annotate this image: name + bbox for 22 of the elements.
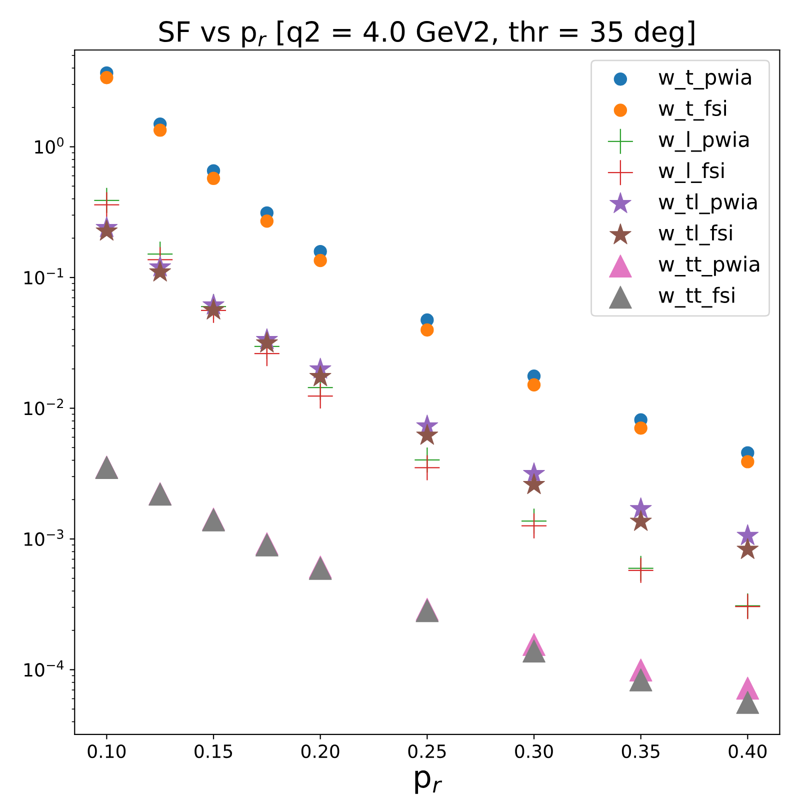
x-tick-label: 0.15 [194, 744, 232, 758]
y-tick-label: 10$^{−4}$ [24, 660, 64, 677]
x-tick-label: 0.25 [408, 744, 446, 758]
x-axis-title: p$_{r}$ [415, 770, 442, 794]
legend-label: w_l_fsi [658, 162, 724, 183]
y-tick-label: 10$^{0}$ [35, 137, 64, 154]
legend-label: w_tl_pwia [658, 193, 757, 214]
x-tick-label: 0.10 [88, 744, 126, 758]
y-tick-label: 10$^{−3}$ [24, 529, 64, 546]
x-tick-label: 0.40 [728, 744, 767, 758]
legend-label: w_tt_fsi [658, 286, 734, 308]
legend-label: w_t_pwia [658, 68, 751, 90]
legend-label: w_l_pwia [658, 131, 749, 152]
chart-title: SF vs p$_{r}$ [q2 = 4.0 GeV2, thr = 35 deg] [159, 20, 694, 48]
y-tick-label: 10$^{−2}$ [24, 398, 63, 416]
x-tick-label: 0.35 [622, 744, 660, 758]
x-tick-label: 0.30 [515, 744, 553, 758]
y-tick-label: 10$^{−1}$ [24, 268, 64, 285]
legend-label: w_tt_pwia [658, 256, 760, 276]
x-tick-label: 0.20 [301, 744, 340, 758]
legend-label: w_t_fsi [658, 100, 726, 121]
legend-label: w_tl_fsi [658, 224, 732, 246]
